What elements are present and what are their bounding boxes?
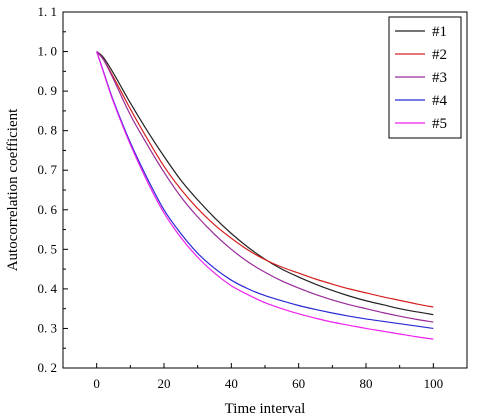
y-tick-label: 0. 5 (38, 241, 58, 256)
x-axis-ticks: 0 20 40 60 80 100 (93, 363, 443, 391)
y-tick-label: 0. 3 (38, 320, 58, 335)
y-tick-label: 0. 2 (38, 360, 58, 375)
y-tick-label: 0. 7 (38, 162, 58, 177)
x-tick-label: 80 (360, 376, 373, 391)
x-tick-label: 60 (292, 376, 305, 391)
legend-label-2: #2 (432, 47, 447, 63)
legend-label-1: #1 (432, 24, 447, 40)
x-tick-label: 40 (225, 376, 238, 391)
series-line-3 (96, 51, 434, 323)
series-line-5 (96, 51, 434, 340)
y-tick-label: 1. 0 (38, 44, 58, 59)
y-axis-ticks: 0. 2 0. 3 0. 4 0. 5 0. 6 0. 7 0. 8 0. 9 1. 0 1. 1 (38, 4, 68, 375)
legend-label-5: #5 (432, 116, 447, 132)
series-line-2 (96, 51, 434, 308)
legend-label-3: #3 (432, 70, 447, 86)
x-tick-label: 20 (158, 376, 171, 391)
series-line-4 (96, 51, 434, 330)
y-tick-label: 0. 4 (38, 281, 58, 296)
x-tick-label: 100 (424, 376, 444, 391)
legend: #1 #2 #3 #4 #5 (388, 16, 462, 139)
legend-label-4: #4 (432, 93, 448, 109)
x-axis-title: Time interval (225, 401, 306, 417)
series-lines (96, 51, 434, 340)
y-axis-title: Autocorrelation coefficient (5, 108, 21, 271)
y-tick-label: 0. 6 (38, 202, 58, 217)
y-tick-label: 0. 8 (38, 123, 58, 138)
y-tick-label: 0. 9 (38, 83, 58, 98)
y-tick-label: 1. 1 (38, 4, 58, 19)
series-line-1 (96, 51, 434, 316)
x-tick-label: 0 (93, 376, 100, 391)
